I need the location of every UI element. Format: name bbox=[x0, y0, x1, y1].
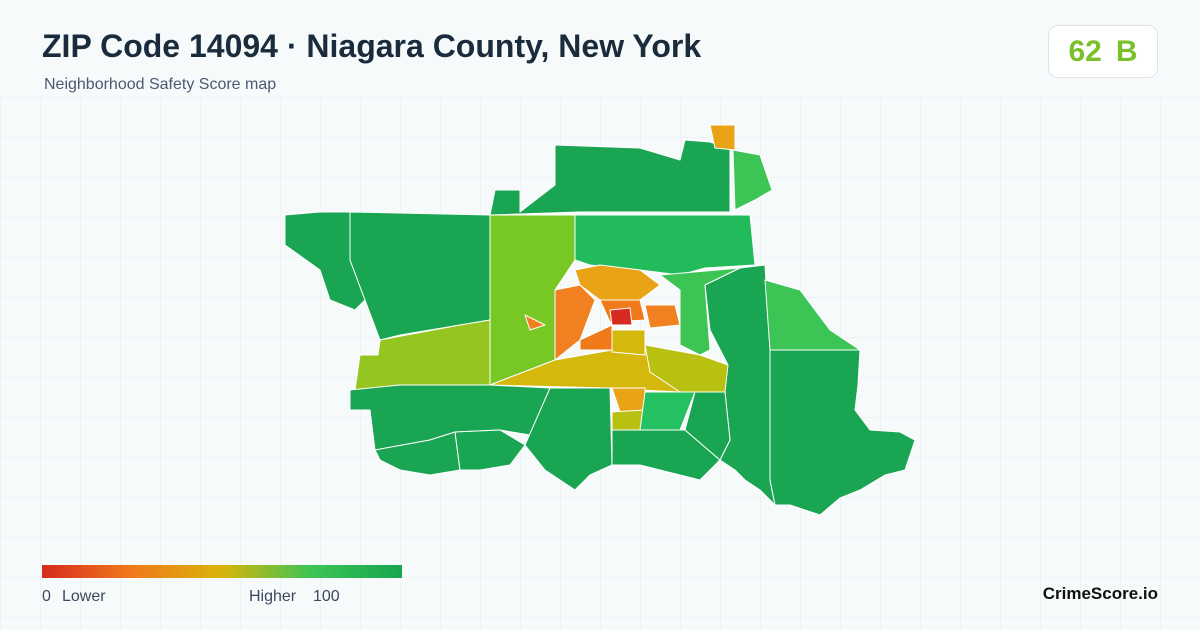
brand: CrimeScore.io bbox=[1042, 584, 1158, 603]
score-value: 62 bbox=[1068, 34, 1102, 68]
score-badge: 62 B bbox=[1048, 25, 1158, 78]
legend-gradient bbox=[42, 565, 402, 578]
legend-max-label: Higher bbox=[249, 588, 297, 605]
score-grade: B bbox=[1115, 34, 1138, 68]
legend-max: 100 bbox=[313, 588, 340, 605]
subtitle: Neighborhood Safety Score map bbox=[44, 76, 277, 93]
title: ZIP Code 14094 · Niagara County, New Yor… bbox=[42, 28, 702, 64]
regions bbox=[284, 124, 916, 516]
legend-min: 0 bbox=[42, 588, 51, 605]
legend-min-label: Lower bbox=[62, 588, 106, 605]
